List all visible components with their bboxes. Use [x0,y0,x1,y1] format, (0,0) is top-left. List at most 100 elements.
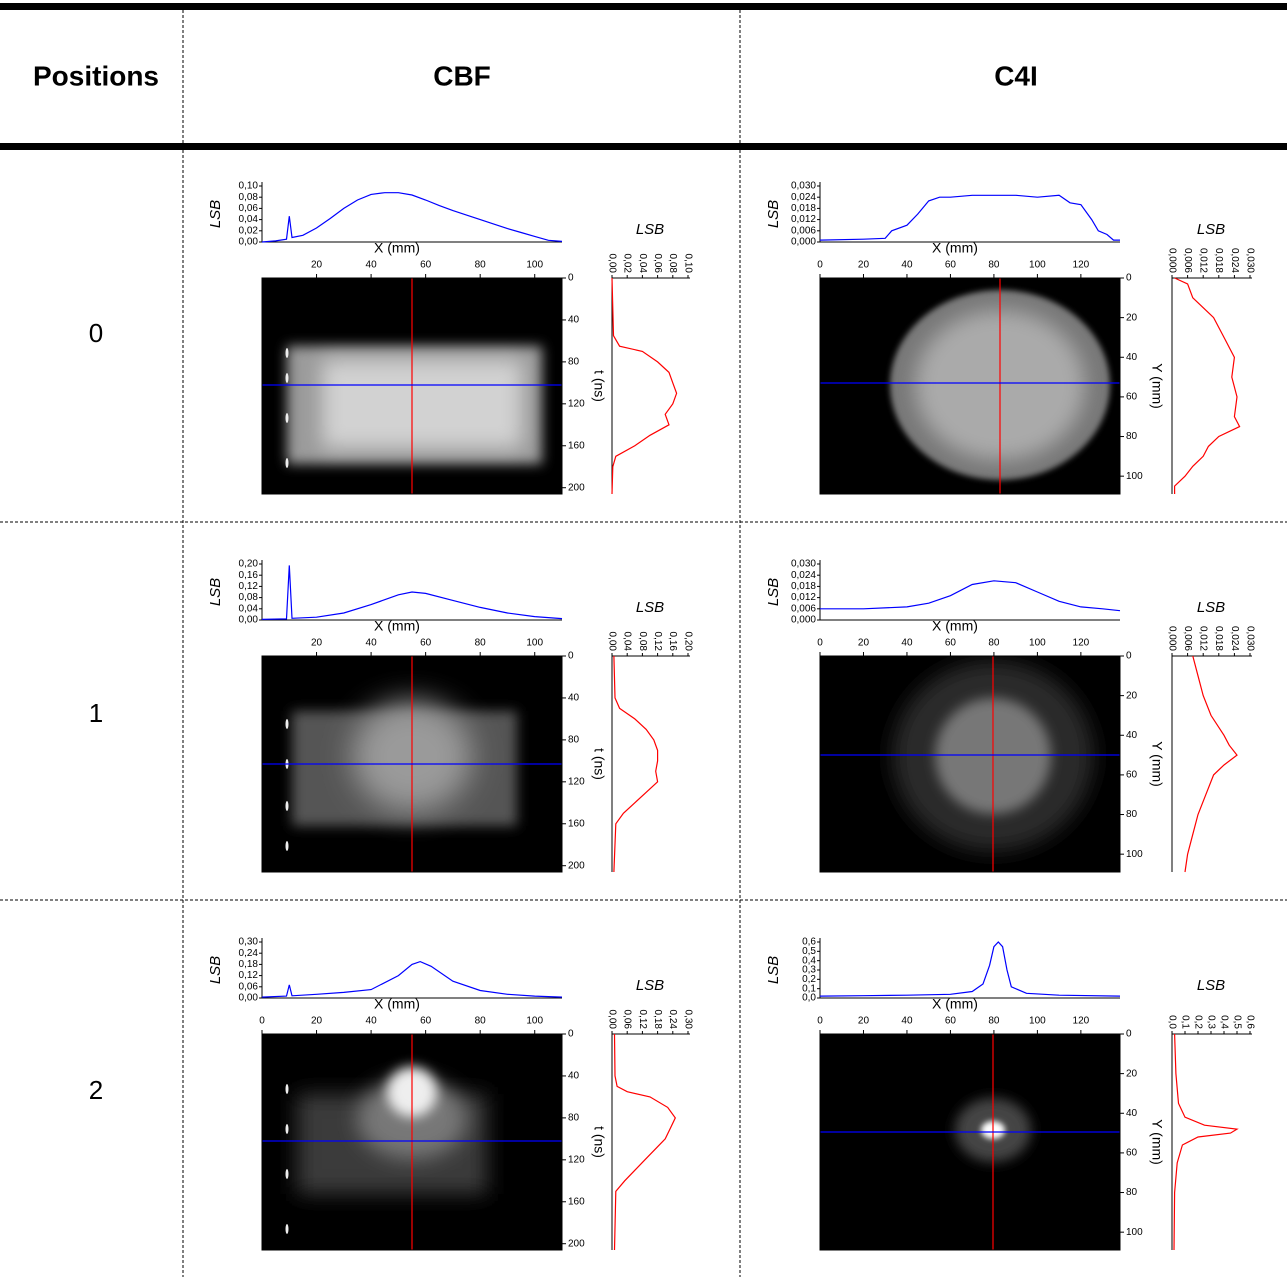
x-axis-label: LSB [636,599,664,616]
beam-image [262,278,562,494]
x-tick-label: 0,24 [667,1010,678,1030]
x-profile-line [261,960,563,998]
x-tick-label: 80 [988,638,1000,649]
x-tick-label: 80 [475,260,487,271]
y-tick-label: 80 [1126,1187,1138,1198]
y-tick-label: 0,04 [239,603,259,614]
y-tick-label: 80 [1126,809,1138,820]
x-tick-label: 0,030 [1244,626,1255,651]
image-frame [261,1033,563,1251]
beam-image [820,656,1120,872]
x-axis-label: X (mm) [932,996,978,1012]
x-profile-line [261,192,563,243]
reference-dot [285,1124,289,1134]
x-tick-label: 0,00 [606,1010,617,1030]
x-tick-label: 0,04 [622,632,633,652]
y-tick-label: 0,06 [239,203,259,214]
x-tick-label: 0,12 [637,1010,648,1030]
reference-dot [285,373,289,383]
y-axis-label: Y (mm) [1149,741,1165,787]
y-tick-label: 0,20 [239,559,259,570]
y-tick-label: 0 [1126,1029,1132,1040]
x-tick-label: 100 [1029,1016,1046,1027]
y-tick-label: 0 [568,1029,574,1040]
x-tick-label: 0 [817,638,823,649]
y-axis-label: t (ns) [591,370,607,402]
y-tick-label: 0,1 [802,983,816,994]
x-tick-label: 60 [945,1016,957,1027]
x-tick-label: 0,30 [682,1010,693,1030]
x-tick-label: 0,6 [1244,1015,1255,1029]
beam-spot [322,360,522,448]
y-tick-label: 0,12 [239,970,259,981]
y-tick-label: 0 [1126,273,1132,284]
x-tick-label: 120 [1073,638,1090,649]
y-tick-label: 0,04 [239,214,259,225]
reference-dot [285,719,289,729]
y-tick-label: 0,08 [239,192,259,203]
y-tick-label: 80 [568,357,580,368]
beam-image [262,1034,562,1250]
x-tick-label: 80 [475,1016,487,1027]
x-tick-label: 0,000 [1166,626,1177,651]
y-tick-label: 0,012 [791,592,816,603]
beam-image [820,1034,1120,1250]
y-tick-label: 0,02 [239,225,259,236]
y-tick-label: 160 [568,1196,585,1207]
y-tick-label: 100 [1126,1227,1143,1238]
y-tick-label: 60 [1126,770,1138,781]
x-tick-label: 40 [901,260,913,271]
y-tick-label: 0,030 [791,181,816,192]
y-axis-label: LSB [765,200,782,228]
x-profile-line [819,194,1120,241]
x-tick-label: 0,06 [622,1010,633,1030]
x-tick-label: 0,1 [1179,1015,1190,1029]
y-tick-label: 0,000 [791,615,816,626]
x-axis-label: LSB [1197,221,1225,238]
column-header: Positions [33,60,159,91]
y-tick-label: 0 [568,273,574,284]
y-tick-label: 200 [568,1238,585,1249]
y-tick-label: 40 [568,1071,580,1082]
y-tick-label: 40 [1126,1108,1138,1119]
y-axis-label: t (ns) [591,1126,607,1158]
x-tick-label: 20 [311,1016,323,1027]
reference-dot [285,413,289,423]
y-tick-label: 160 [568,818,585,829]
x-tick-label: 20 [311,638,323,649]
y-tick-label: 0,018 [791,581,816,592]
reference-dot [285,841,289,851]
x-tick-label: 0,012 [1198,626,1209,651]
x-axis-label: LSB [636,977,664,994]
image-frame [819,1033,1121,1251]
x-axis-label: X (mm) [374,618,420,634]
y-tick-label: 0,30 [239,937,259,948]
x-tick-label: 0,04 [637,254,648,274]
y-tick-label: 0,2 [802,974,816,985]
y-axis-label: Y (mm) [1149,363,1165,409]
x-tick-label: 40 [901,1016,913,1027]
x-tick-label: 120 [1073,1016,1090,1027]
x-tick-label: 100 [526,638,543,649]
y-tick-label: 0,10 [239,181,259,192]
x-tick-label: 0,18 [652,1010,663,1030]
x-tick-label: 0,006 [1182,248,1193,273]
x-tick-label: 40 [366,1016,378,1027]
x-tick-label: 0,02 [622,254,633,274]
image-frame [261,277,563,495]
x-tick-label: 0,00 [606,254,617,274]
y-tick-label: 120 [568,398,585,409]
reference-dot [285,348,289,358]
x-tick-label: 0,20 [682,632,693,652]
x-tick-label: 80 [475,638,487,649]
y-tick-label: 0,030 [791,559,816,570]
x-axis-label: X (mm) [374,240,420,256]
x-axis-label: X (mm) [932,618,978,634]
y-axis-label: LSB [207,200,224,228]
x-tick-label: 0 [259,1016,265,1027]
y-tick-label: 20 [1126,690,1138,701]
y-tick-label: 0,16 [239,570,259,581]
y-tick-label: 80 [568,1113,580,1124]
y-tick-label: 0,0 [802,993,816,1004]
x-tick-label: 0,030 [1244,248,1255,273]
